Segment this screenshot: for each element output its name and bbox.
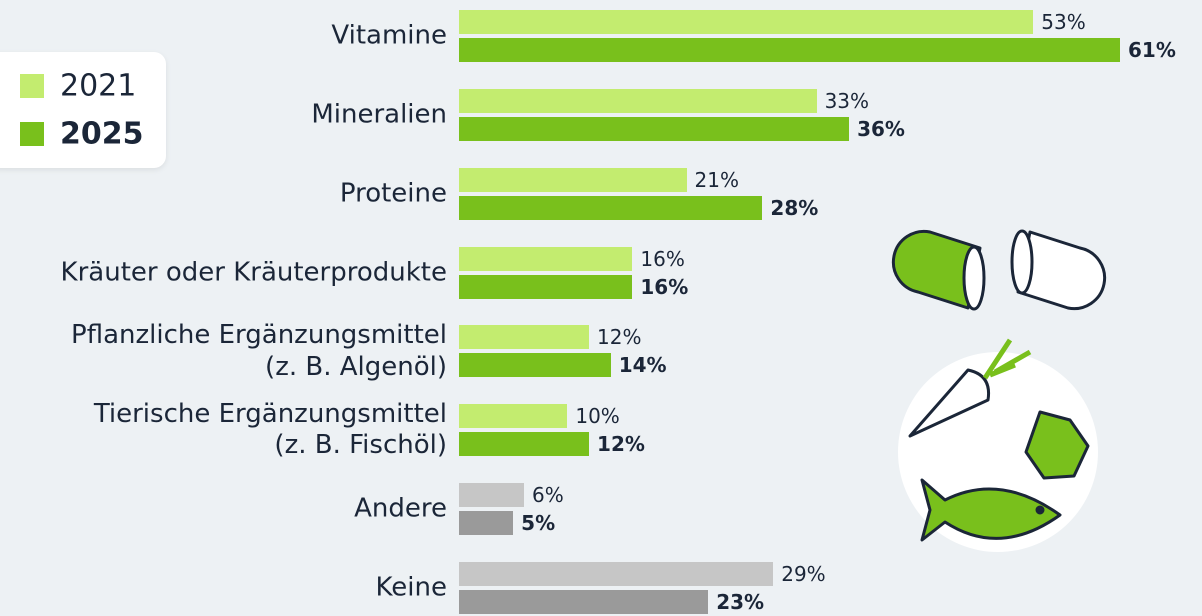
bar (459, 590, 708, 614)
value-label: 10% (575, 404, 619, 428)
bar (459, 562, 773, 586)
value-label: 33% (825, 89, 869, 113)
value-label: 6% (532, 483, 564, 507)
category-label: Keine (376, 572, 447, 603)
bar (459, 275, 632, 299)
value-label: 5% (521, 511, 555, 535)
bar (459, 247, 632, 271)
bar (459, 196, 762, 220)
value-label: 23% (716, 590, 764, 614)
category-label: Andere (354, 494, 447, 525)
category-label: Proteine (340, 178, 447, 209)
bar (459, 511, 513, 535)
bar (459, 353, 611, 377)
value-label: 36% (857, 117, 905, 141)
bar (459, 432, 589, 456)
category-label: Mineralien (311, 99, 447, 130)
bar (459, 325, 589, 349)
bar (459, 89, 817, 113)
value-label: 61% (1128, 38, 1176, 62)
value-label: 16% (640, 247, 684, 271)
bar (459, 10, 1033, 34)
value-label: 12% (597, 325, 641, 349)
value-label: 12% (597, 432, 645, 456)
bar (459, 38, 1120, 62)
chart: 20212025 Vitamine53%61%Mineralien33%36%P… (0, 0, 1202, 616)
value-label: 21% (695, 168, 739, 192)
category-label: Kräuter oder Kräuterprodukte (61, 257, 447, 288)
value-label: 53% (1041, 10, 1085, 34)
category-label: Tierische Ergänzungsmittel (z. B. Fischö… (94, 399, 447, 461)
bar (459, 483, 524, 507)
value-label: 28% (770, 196, 818, 220)
value-label: 29% (781, 562, 825, 586)
bar (459, 168, 687, 192)
value-label: 16% (640, 275, 688, 299)
category-label: Vitamine (331, 20, 447, 51)
category-label: Pflanzliche Ergänzungsmittel (z. B. Alge… (71, 320, 447, 382)
value-label: 14% (619, 353, 667, 377)
bar (459, 404, 567, 428)
bar (459, 117, 849, 141)
